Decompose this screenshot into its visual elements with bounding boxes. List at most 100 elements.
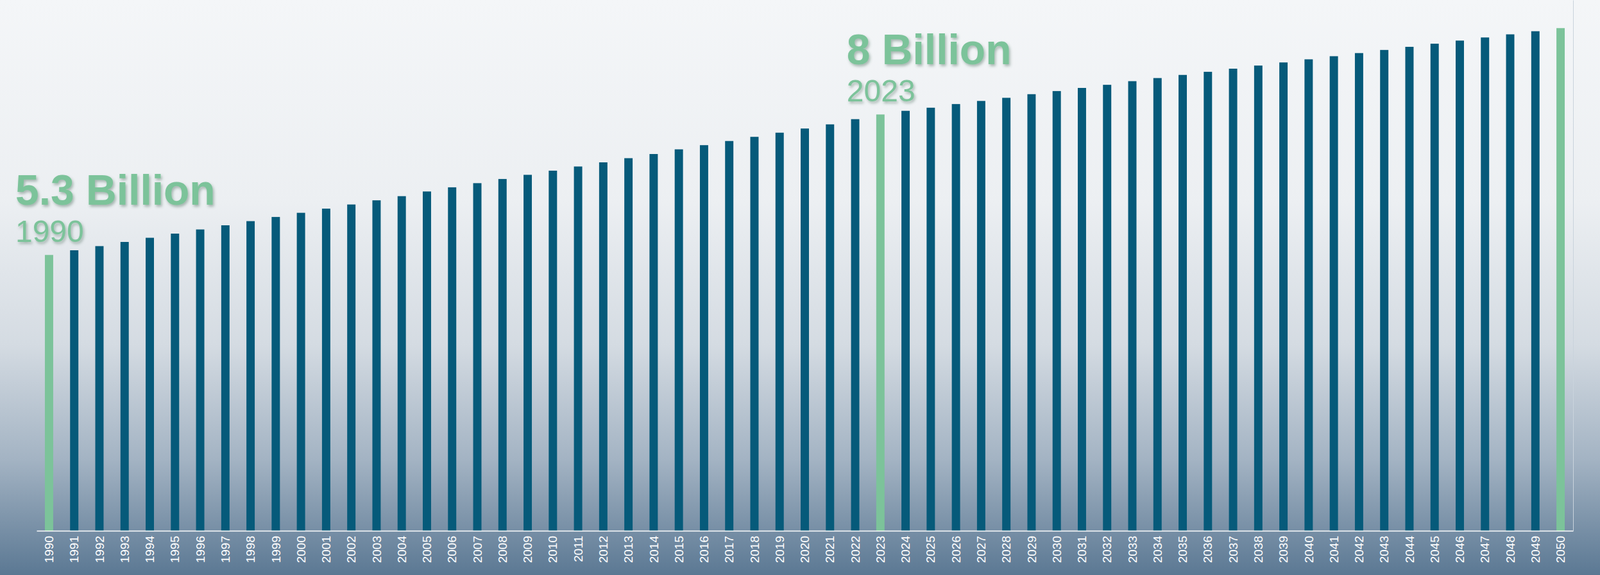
x-tick-label: 2031 <box>1075 535 1089 563</box>
x-axis-line <box>37 530 1574 532</box>
x-tick: 2050 <box>1553 530 1568 563</box>
x-tick: 2040 <box>1302 530 1316 563</box>
x-tick-label: 1997 <box>218 535 233 563</box>
x-tick: 2024 <box>898 530 913 563</box>
x-tick-label: 2004 <box>395 535 409 564</box>
x-tick: 1991 <box>67 530 81 563</box>
x-tick: 2049 <box>1528 530 1543 563</box>
bar <box>1556 28 1565 531</box>
x-tick-label: 2029 <box>1025 535 1039 563</box>
x-tick: 2009 <box>520 530 535 563</box>
x-tick-label: 2035 <box>1175 535 1190 563</box>
x-tick: 2031 <box>1075 530 1089 563</box>
x-tick: 2035 <box>1175 530 1190 563</box>
bar <box>1404 46 1414 531</box>
x-tick-label: 2038 <box>1251 535 1266 563</box>
x-tick: 2045 <box>1428 530 1442 563</box>
bar <box>574 166 583 531</box>
bar <box>851 119 860 531</box>
x-tick-label: 2047 <box>1478 535 1492 563</box>
x-tick-label: 2033 <box>1125 535 1140 563</box>
x-tick: 2006 <box>445 530 459 563</box>
x-tick-label: 1993 <box>118 535 132 563</box>
x-tick-label: 2044 <box>1403 535 1417 564</box>
annotation-year: 1990 <box>15 214 85 249</box>
bar <box>447 187 457 531</box>
bar <box>69 250 79 531</box>
bar <box>1354 53 1364 531</box>
bar <box>498 178 507 531</box>
x-tick-label: 2011 <box>571 535 586 562</box>
bar <box>876 114 885 531</box>
x-tick: 2015 <box>672 530 686 563</box>
x-tick-label: 2024 <box>898 535 913 564</box>
bar <box>624 157 633 531</box>
x-tick-label: 2010 <box>545 535 560 563</box>
bar <box>649 153 658 531</box>
bar <box>952 103 961 531</box>
x-tick: 2012 <box>596 530 611 563</box>
x-tick-label: 2028 <box>999 535 1013 563</box>
x-tick: 2030 <box>1050 530 1064 563</box>
x-tick-label: 2032 <box>1100 535 1114 563</box>
x-tick: 2041 <box>1327 530 1341 563</box>
x-tick-label: 2049 <box>1528 535 1543 563</box>
bar <box>977 100 986 531</box>
x-tick-label: 2007 <box>470 535 485 563</box>
x-tick-label: 1999 <box>269 535 283 563</box>
bar <box>1002 97 1011 531</box>
x-tick-label: 2039 <box>1276 535 1291 563</box>
x-tick-label: 1991 <box>67 535 81 563</box>
x-tick-label: 2001 <box>319 535 333 563</box>
x-tick: 2032 <box>1100 530 1114 563</box>
bar <box>347 204 356 531</box>
bar <box>170 233 179 531</box>
x-tick-label: 2002 <box>344 535 358 563</box>
bar <box>1077 87 1087 531</box>
x-tick-label: 2036 <box>1200 535 1215 563</box>
x-tick: 2014 <box>647 530 661 563</box>
x-tick: 2018 <box>748 530 762 563</box>
x-tick: 2042 <box>1352 530 1366 563</box>
x-tick: 2003 <box>370 530 384 563</box>
x-tick: 2023 <box>873 530 888 563</box>
x-tick: 2011 <box>571 530 586 562</box>
x-tick: 2013 <box>621 530 636 563</box>
bar <box>1379 50 1389 531</box>
x-tick-label: 1998 <box>243 535 258 563</box>
x-tick-label: 2009 <box>520 535 535 563</box>
x-tick: 2020 <box>798 530 812 563</box>
x-axis: 1990199119921993199419951996199719981999… <box>37 530 1574 563</box>
x-tick: 2002 <box>344 530 358 563</box>
x-tick-label: 2023 <box>873 535 888 563</box>
bar <box>246 221 255 531</box>
bar <box>800 128 809 531</box>
x-tick-label: 2026 <box>949 535 963 563</box>
x-tick: 2027 <box>974 530 988 563</box>
x-tick: 2036 <box>1200 530 1215 563</box>
x-tick: 2047 <box>1478 530 1492 563</box>
bar <box>825 124 835 531</box>
x-tick-label: 2012 <box>596 535 611 563</box>
bar <box>548 170 557 531</box>
bar <box>775 132 784 531</box>
x-tick: 1997 <box>218 530 233 563</box>
x-tick: 1999 <box>269 530 283 563</box>
y-axis-line <box>1573 0 1574 532</box>
bar <box>473 182 482 531</box>
x-tick-label: 2030 <box>1050 535 1064 563</box>
bar <box>1455 40 1464 531</box>
x-tick: 2025 <box>923 530 938 563</box>
x-tick: 2021 <box>823 530 837 563</box>
x-tick-label: 2040 <box>1302 535 1316 563</box>
bar <box>120 241 129 531</box>
x-tick-label: 2034 <box>1150 535 1165 564</box>
x-tick-label: 2003 <box>370 535 384 563</box>
x-tick-label: 1992 <box>93 535 107 563</box>
bar <box>1178 75 1187 531</box>
bar <box>1304 59 1313 531</box>
x-tick-label: 2013 <box>621 535 636 563</box>
x-tick-label: 2020 <box>798 535 812 563</box>
x-tick: 2043 <box>1377 530 1391 563</box>
x-tick: 2004 <box>395 530 409 563</box>
